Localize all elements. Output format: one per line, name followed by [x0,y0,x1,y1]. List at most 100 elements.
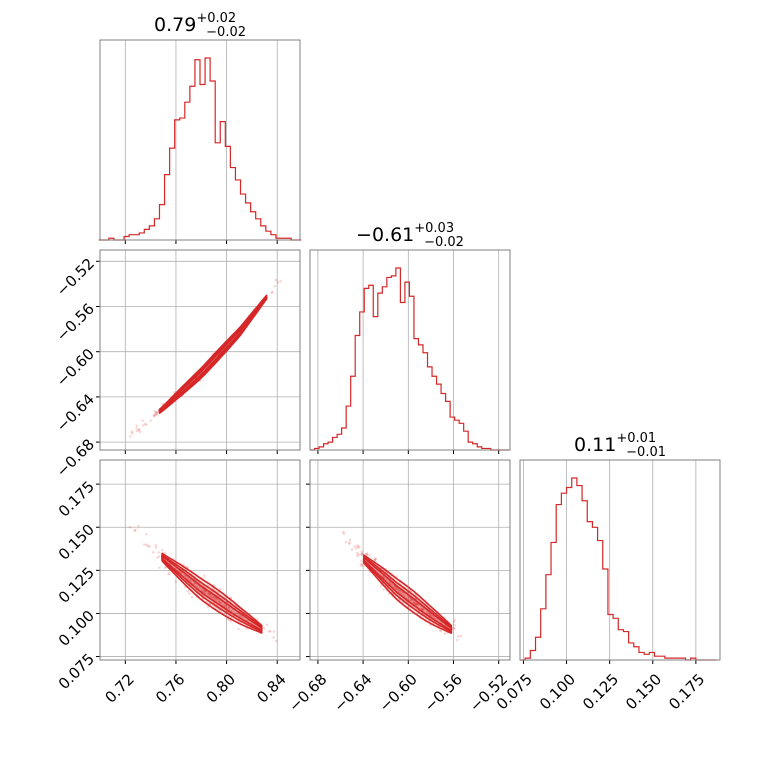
scatter-point [161,548,164,552]
scatter-point [356,554,359,558]
scatter-point [137,428,141,431]
scatter-point [365,552,369,556]
scatter-point [270,291,273,295]
scatter-point [342,532,346,535]
scatter-point [217,599,221,603]
scatter-point [356,545,360,548]
scatter-point [143,422,147,426]
panel-frame [99,39,301,241]
scatter-point [229,619,232,623]
hist-step-line [98,57,302,241]
scatter-point [457,635,460,638]
hist-bin [541,609,546,660]
scatter-point [360,559,363,563]
y-tick-label: 0.125 [55,564,98,607]
hist-bin [235,180,240,240]
hist-bin [261,226,266,240]
scatter-point [208,592,211,596]
scatter-point [420,607,424,610]
scatter-point [128,525,132,529]
scatter-point [149,419,153,422]
scatter-point [218,600,222,604]
y-tick-label: −0.60 [53,345,98,390]
title-p22: 0.11+0.01 −0.01 [574,431,666,460]
scatter-point [178,570,182,574]
scatter-point [227,606,231,610]
scatter-point [183,574,187,578]
panel-p22: 0.11+0.01 −0.01 0.075 0.100 0.125 0.150 0.175 [493,431,721,713]
scatter-point [355,551,359,555]
hist-bin [414,339,419,450]
scatter-point [439,629,443,633]
scatter-point [273,284,277,288]
hist-bin [577,486,582,660]
hist-bin [175,120,180,240]
panel-p00: 0.79+0.02 −0.02 [98,11,302,244]
scatter-point [158,555,161,558]
scatter-point [275,639,278,643]
scatter-point [368,553,371,557]
scatter-point [416,603,420,607]
hist-bin [546,575,551,660]
scatter-point [390,583,394,587]
scatter-point [223,604,227,608]
hist-bin [351,376,356,450]
scatter-point [420,607,424,611]
y-tick-label: −0.68 [53,435,98,480]
scatter-points [342,530,463,642]
scatter-point [208,593,212,597]
x-tick-label: 0.72 [101,670,137,706]
scatter-point [344,540,348,544]
scatter-point [134,528,137,532]
hist-bin [246,203,251,240]
scatter-point [453,627,456,630]
hist-bin [587,522,592,660]
scatter-point [357,553,360,556]
scatter-point [413,602,417,605]
scatter-point [394,586,398,590]
scatter-point [188,578,191,582]
hist-bin [170,148,175,240]
hist-bin [154,219,159,240]
scatter-point [211,595,215,599]
density-contour [158,295,268,413]
hist-bin [634,647,639,660]
scatter-point [152,414,156,417]
scatter-point [129,435,132,438]
scatter-point [360,564,363,568]
scatter-point [163,566,167,570]
scatter-point [152,414,156,418]
x-tick-label: 0.80 [203,670,239,706]
panel-frame [519,459,721,661]
hist-bin [437,384,442,450]
scatter-point [219,601,223,605]
y-tick-label: −0.56 [53,300,98,345]
hist-bin [364,288,369,450]
scatter-point [379,584,383,588]
scatter-point [155,413,159,417]
scatter-point [237,627,240,631]
scatter-point [348,541,351,544]
scatter-point [217,598,221,602]
scatter-point [130,432,134,435]
panel-p21: −0.68 −0.64 −0.60 −0.56 −0.52 [285,459,511,715]
scatter-point [155,410,158,414]
scatter-point [148,545,151,548]
scatter-point [342,530,345,534]
hist-bin [441,394,446,450]
hist-bin [391,276,396,450]
scatter-point [382,588,385,591]
x-tick-label: 0.76 [152,670,188,706]
x-tick-label: −0.64 [330,670,375,715]
scatter-point [158,566,161,569]
scatter-point [218,601,221,604]
hist-bin [382,287,387,450]
scatter-point [154,412,158,416]
scatter-point [429,614,433,617]
scatter-point [409,598,413,601]
hist-bin [230,168,235,240]
scatter-point [360,563,364,567]
hist-bin [220,122,225,240]
panel-p11: −0.61+0.03 −0.02 [309,221,511,454]
